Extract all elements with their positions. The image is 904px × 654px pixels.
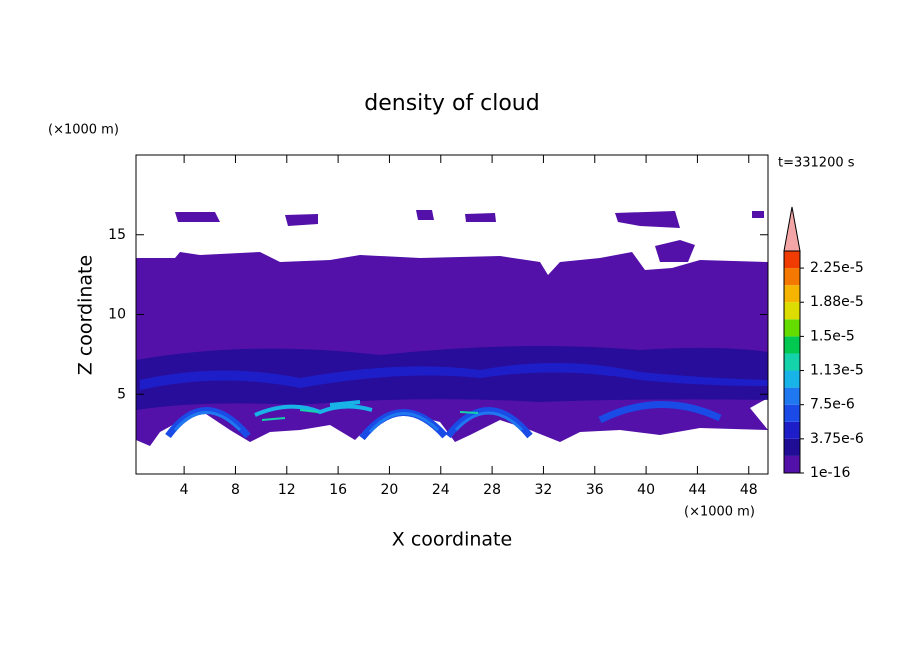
x-axis-title: X coordinate [392,529,512,551]
colorbar-label: 1.13e-5 [810,363,864,379]
x-tick-label: 12 [278,482,296,498]
x-tick-label: 8 [231,482,240,498]
y-unit: (×1000 m) [48,123,119,138]
cloud-streak [254,400,373,417]
colorbar-label: 1.5e-5 [810,328,855,344]
x-unit: (×1000 m) [684,505,755,520]
colorbar-segment [784,438,800,456]
colorbar-segment [784,268,800,286]
colorbar-segment [784,251,800,269]
colorbar-segment [784,404,800,422]
colorbar-label: 1.88e-5 [810,294,864,310]
colorbar-label: 1e-16 [810,465,850,481]
x-tick-label: 40 [637,482,655,498]
colorbar-segment [784,336,800,354]
contour-field [136,210,768,446]
colorbar-segment [784,302,800,320]
x-tick-label: 28 [483,482,501,498]
x-tick-label: 4 [180,482,189,498]
cloud-band [140,362,768,390]
y-tick-label: 10 [108,307,126,323]
colorbar-segment [784,353,800,371]
cloud-band [136,346,768,410]
y-axis-title: Z coordinate [75,255,97,375]
colorbar-label: 2.25e-5 [810,260,864,276]
x-tick-label: 48 [740,482,758,498]
colorbar-extend [783,206,801,252]
time-annotation: t=331200 s [778,156,855,171]
x-tick-label: 24 [432,482,450,498]
x-tick-label: 16 [329,482,347,498]
cloud-streak [261,409,479,421]
colorbar-frame [783,250,801,474]
colorbar-label: 7.5e-6 [810,397,855,413]
colorbar-label: 3.75e-6 [810,431,864,447]
y-tick-label: 15 [108,227,126,243]
colorbar-segment [784,421,800,439]
x-tick-label: 36 [586,482,604,498]
x-tick-label: 44 [689,482,707,498]
colorbar-segment [784,370,800,388]
x-tick-label: 20 [381,482,399,498]
x-tick-label: 32 [535,482,553,498]
colorbar-segment [784,319,800,337]
cloud-region [175,210,764,262]
colorbar-segment [784,285,800,303]
cloud-arc [173,411,524,433]
colorbar-segment [784,387,800,405]
y-tick-label: 5 [117,386,126,402]
colorbar-segment [784,455,800,473]
chart-title: density of cloud [364,91,539,116]
